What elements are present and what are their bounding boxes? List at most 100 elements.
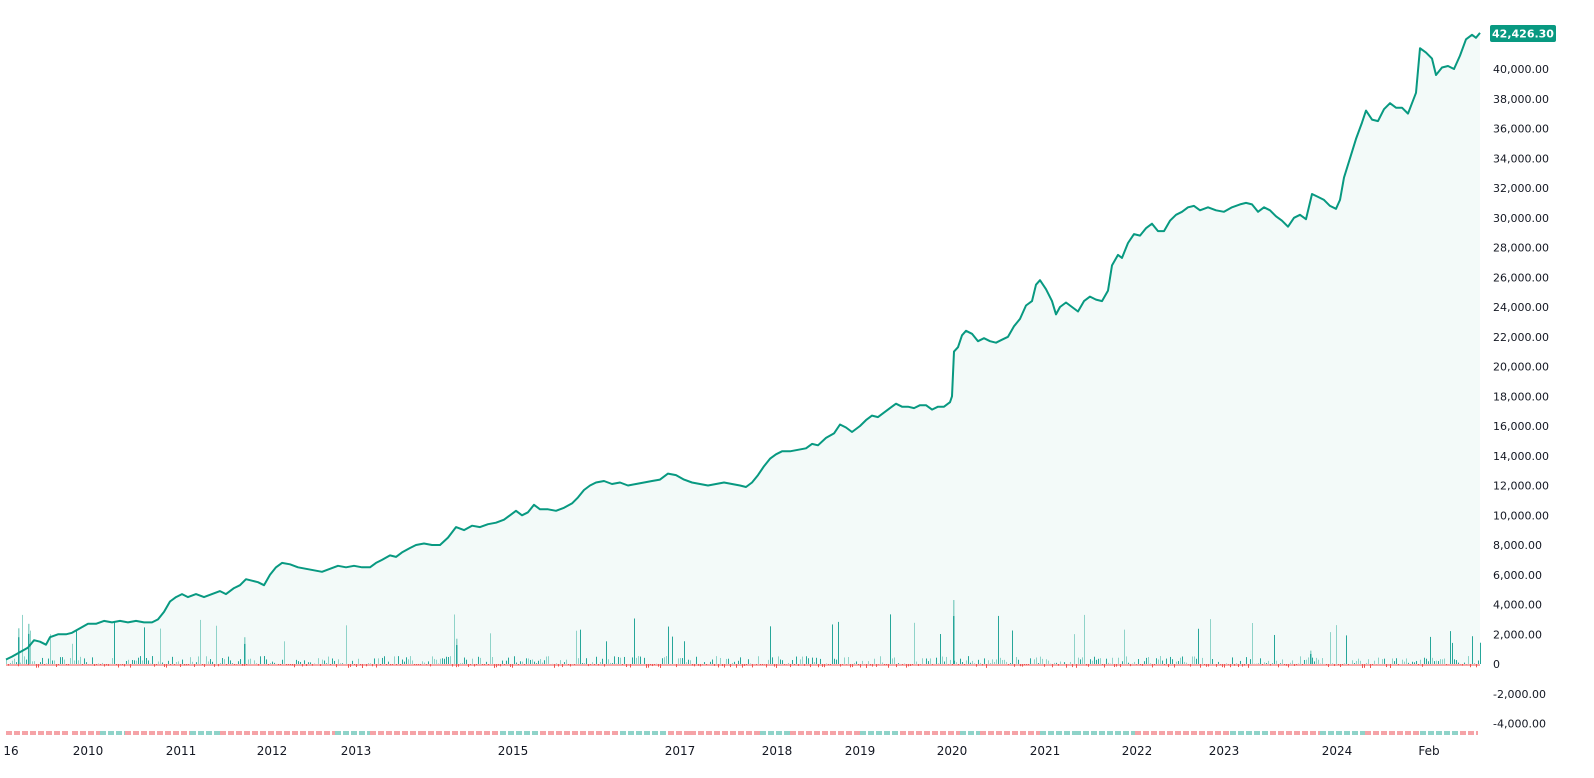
histogram-bar: [326, 663, 327, 664]
histogram-bar: [436, 659, 437, 664]
histogram-bar: [208, 661, 209, 664]
period-segment: [1444, 731, 1450, 735]
histogram-bar: [1112, 657, 1113, 664]
histogram-bar: [664, 657, 665, 664]
period-segment: [276, 731, 282, 735]
histogram-bar: [146, 657, 147, 664]
histogram-bar: [672, 636, 673, 664]
histogram-bar: [970, 662, 971, 664]
histogram-bar: [80, 656, 81, 664]
period-segment: [149, 731, 155, 735]
plot-area[interactable]: [5, 32, 1481, 735]
y-tick-label: 12,000.00: [1493, 480, 1549, 493]
area-fill: [6, 32, 1480, 664]
histogram-bar: [636, 657, 637, 664]
period-segment: [738, 731, 744, 735]
period-segment: [1336, 731, 1342, 735]
histogram-bar: [1072, 664, 1073, 668]
y-tick-label: 36,000.00: [1493, 123, 1549, 136]
histogram-bar: [606, 641, 607, 664]
histogram-bar: [796, 656, 797, 664]
period-segment: [54, 731, 60, 735]
histogram-bar: [192, 661, 193, 664]
period-segment: [564, 731, 570, 735]
period-segment: [1294, 731, 1300, 735]
histogram-bar: [770, 626, 771, 664]
histogram-bar: [1478, 660, 1479, 664]
histogram-bar: [282, 659, 283, 664]
histogram-bar: [752, 664, 753, 668]
histogram-bar: [190, 657, 191, 664]
histogram-bar: [1078, 657, 1079, 664]
histogram-bar: [1314, 661, 1315, 664]
histogram-bar: [36, 664, 37, 668]
histogram-bar: [422, 661, 423, 664]
histogram-bar: [1412, 661, 1413, 664]
histogram-bar: [1266, 663, 1267, 664]
histogram-bar: [206, 656, 207, 664]
histogram-bar: [732, 662, 733, 664]
histogram-bar: [1352, 660, 1353, 664]
histogram-bar: [1082, 657, 1083, 664]
histogram-bar: [1390, 664, 1391, 668]
histogram-bar: [466, 659, 467, 664]
period-segment: [1344, 731, 1350, 735]
histogram-bar: [808, 658, 809, 664]
histogram-bar: [148, 660, 149, 664]
histogram-bar: [748, 659, 749, 664]
histogram-bar: [892, 658, 893, 664]
histogram-bar: [168, 660, 169, 664]
period-segment: [14, 731, 20, 735]
time-axis[interactable]: 16 2010 2011 2012 2013 2015 2017 2018 2019 2020 20…: [3, 744, 1439, 758]
histogram-bar: [940, 634, 941, 664]
histogram-bar: [462, 662, 463, 664]
histogram-bar: [334, 660, 335, 664]
histogram-bar: [1246, 657, 1247, 664]
period-segment: [292, 731, 298, 735]
histogram-bar: [1272, 663, 1273, 664]
period-segment: [830, 731, 836, 735]
histogram-bar: [1416, 660, 1417, 664]
histogram-bar: [438, 663, 439, 664]
histogram-bar: [1260, 658, 1261, 664]
period-segment: [386, 731, 392, 735]
histogram-bar: [1042, 658, 1043, 664]
histogram-bar: [424, 662, 425, 664]
period-segment: [908, 731, 914, 735]
histogram-bar: [1108, 662, 1109, 664]
period-segment: [492, 731, 498, 735]
histogram-bar: [1054, 662, 1055, 664]
period-segment: [784, 731, 790, 735]
histogram-bar: [762, 664, 763, 665]
histogram-bar: [328, 656, 329, 664]
histogram-bar: [130, 664, 131, 668]
histogram-bar: [322, 659, 323, 664]
histogram-bar: [916, 661, 917, 664]
histogram-bar: [1146, 657, 1147, 664]
histogram-bar: [1332, 663, 1333, 664]
histogram-bar: [750, 663, 751, 664]
y-tick-label: 20,000.00: [1493, 361, 1549, 374]
histogram-bar: [402, 659, 403, 664]
histogram-bar: [926, 658, 927, 664]
histogram-bar: [1230, 664, 1231, 668]
histogram-bar: [1002, 660, 1003, 664]
histogram-bar: [866, 664, 867, 668]
histogram-bar: [978, 659, 979, 664]
histogram-bar: [1414, 662, 1415, 664]
histogram-bar: [1346, 635, 1347, 664]
histogram-bar: [828, 664, 829, 665]
y-tick-label: 34,000.00: [1493, 152, 1549, 165]
histogram-bar: [212, 661, 213, 664]
histogram-bar: [86, 662, 87, 664]
histogram-bar: [62, 657, 63, 664]
y-tick-label: 30,000.00: [1493, 212, 1549, 225]
period-segment: [1183, 731, 1189, 735]
histogram-bar: [44, 664, 45, 665]
x-tick-label: 2021: [1030, 744, 1061, 758]
histogram-bar: [298, 661, 299, 664]
price-axis[interactable]: 40,000.00 38,000.00 36,000.00 34,000.00 32,0…: [1493, 63, 1549, 731]
period-segment: [1310, 731, 1316, 735]
histogram-bar: [980, 662, 981, 664]
